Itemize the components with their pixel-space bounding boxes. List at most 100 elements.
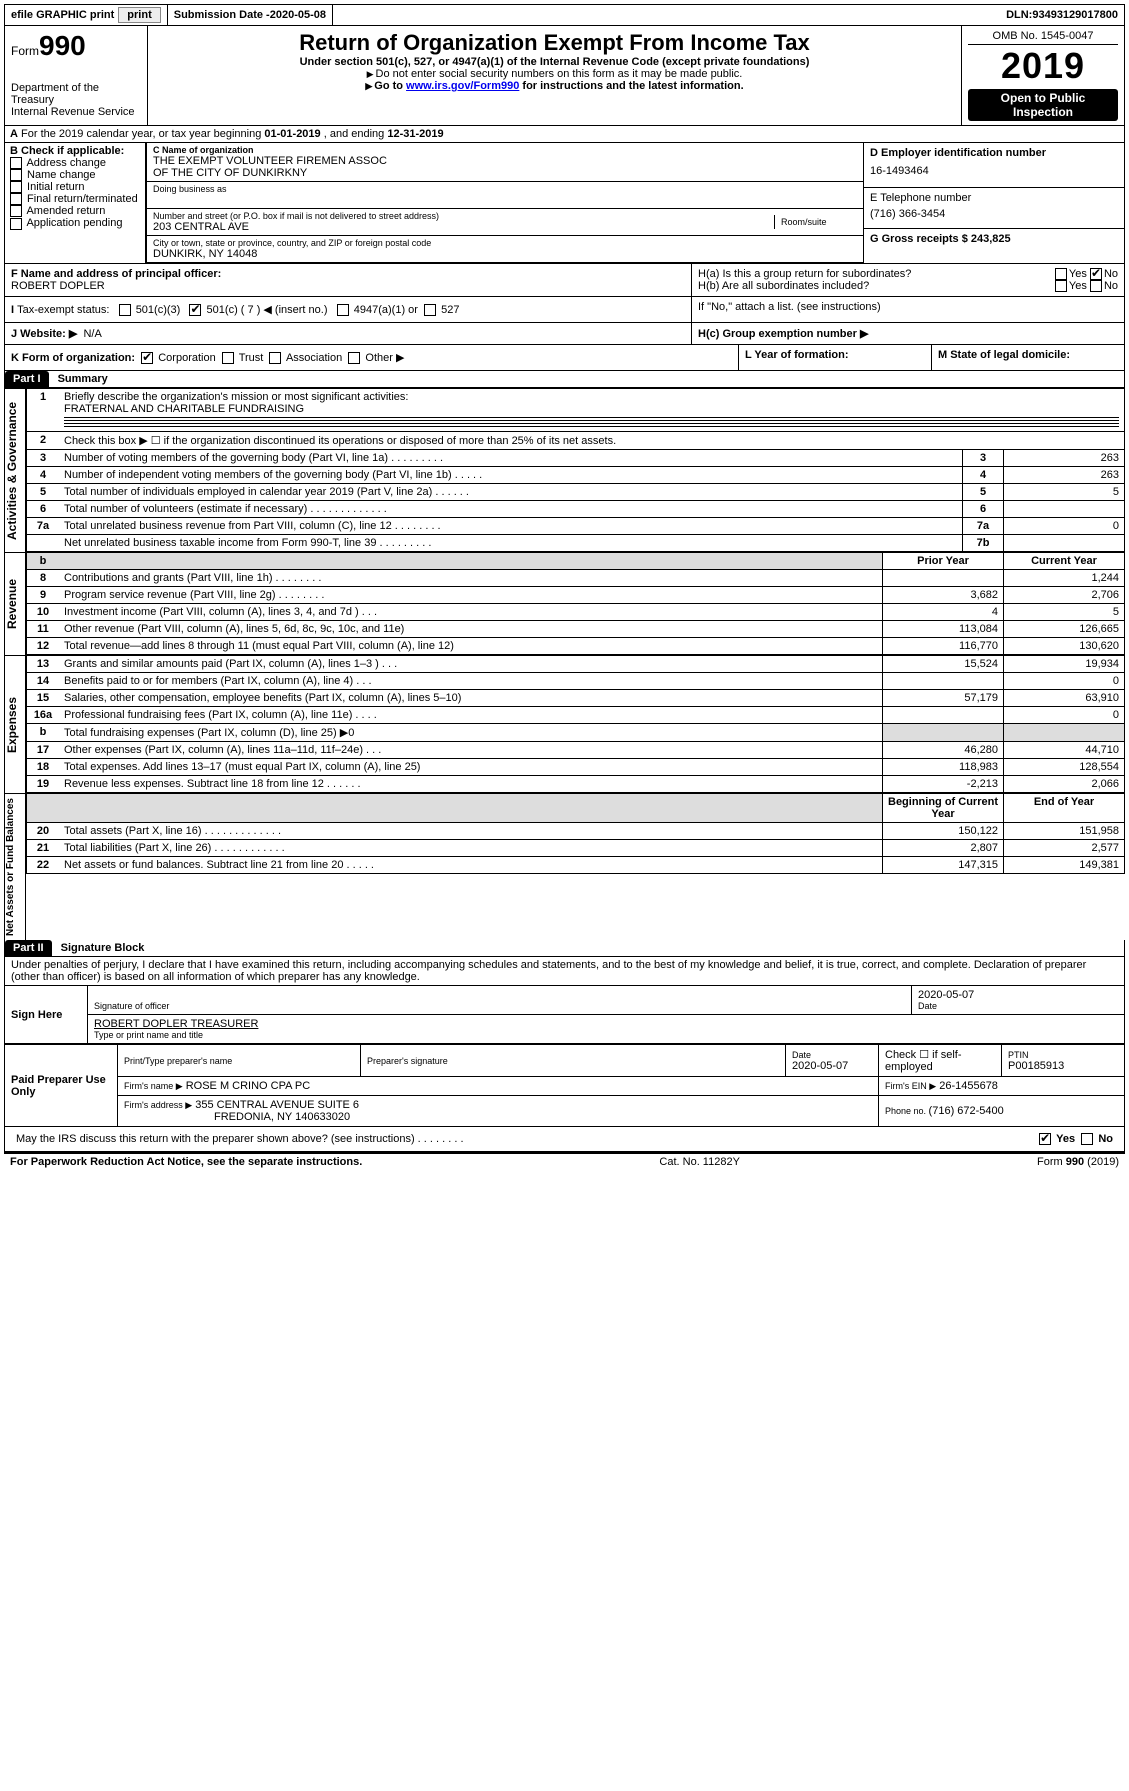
table-row: 8Contributions and grants (Part VIII, li…: [27, 570, 1125, 587]
part2-bar: Part II Signature Block: [4, 940, 1125, 957]
table-row: 4Number of independent voting members of…: [27, 467, 1125, 484]
table-row: 19Revenue less expenses. Subtract line 1…: [27, 776, 1125, 793]
k-assoc-checkbox[interactable]: [269, 352, 281, 364]
ptin-label: PTIN: [1008, 1050, 1118, 1060]
b-checkbox-item: Address change: [10, 157, 140, 169]
table-row: 11Other revenue (Part VIII, column (A), …: [27, 621, 1125, 638]
a-text: For the 2019 calendar year, or tax year …: [21, 128, 264, 140]
k-corp-checkbox[interactable]: [141, 352, 153, 364]
table-row: 18Total expenses. Add lines 13–17 (must …: [27, 759, 1125, 776]
table-row: 5Total number of individuals employed in…: [27, 484, 1125, 501]
hb-note: If "No," attach a list. (see instruction…: [698, 301, 1118, 313]
typed-label: Type or print name and title: [94, 1030, 1118, 1040]
tax-year: 2019: [968, 45, 1118, 87]
perjury-text: Under penalties of perjury, I declare th…: [4, 957, 1125, 986]
irs-label: Internal Revenue Service: [11, 106, 141, 118]
p-date-label: Date: [792, 1050, 872, 1060]
table-row: 6Total number of volunteers (estimate if…: [27, 501, 1125, 518]
i-501c3-checkbox[interactable]: [119, 304, 131, 316]
submission-label: Submission Date -: [174, 9, 270, 21]
i-527-checkbox[interactable]: [424, 304, 436, 316]
a-mid: , and ending: [321, 128, 388, 140]
i-501c-checkbox[interactable]: [189, 304, 201, 316]
a-date2: 12-31-2019: [387, 128, 443, 140]
a-date1: 01-01-2019: [264, 128, 320, 140]
ein-value: 16-1493464: [870, 159, 1118, 183]
current-year-hdr: Current Year: [1004, 553, 1125, 570]
table-row: 13Grants and similar amounts paid (Part …: [27, 656, 1125, 673]
org-name-2: OF THE CITY OF DUNKIRKNY: [153, 167, 857, 179]
i-label: Tax-exempt status:: [17, 304, 109, 316]
section-fh: F Name and address of principal officer:…: [4, 264, 1125, 297]
section-a: A For the 2019 calendar year, or tax yea…: [4, 126, 1125, 143]
eoy-hdr: End of Year: [1004, 794, 1125, 823]
topbar: efile GRAPHIC print print Submission Dat…: [4, 4, 1125, 26]
page-title: Return of Organization Exempt From Incom…: [154, 30, 955, 56]
m-label: M State of legal domicile:: [938, 349, 1070, 361]
discuss-yes-checkbox[interactable]: [1039, 1133, 1051, 1145]
website-value: N/A: [83, 328, 101, 340]
print-button[interactable]: print: [118, 7, 160, 23]
net-table: Beginning of Current Year End of Year 20…: [26, 793, 1125, 874]
phone-value: (716) 366-3454: [870, 204, 1118, 224]
sig-officer-label: Signature of officer: [94, 1001, 905, 1011]
k-other-checkbox[interactable]: [348, 352, 360, 364]
open-inspection: Open to Public Inspection: [968, 89, 1118, 121]
table-row: 12Total revenue—add lines 8 through 11 (…: [27, 638, 1125, 655]
firm-addr-2: FREDONIA, NY 140633020: [214, 1111, 350, 1123]
p-date: 2020-05-07: [792, 1060, 872, 1072]
hb-yes-checkbox[interactable]: [1055, 280, 1067, 292]
dept-treasury: Department of the Treasury: [11, 82, 141, 106]
bocy-hdr: Beginning of Current Year: [883, 794, 1004, 823]
revenue-table: b Prior Year Current Year 8Contributions…: [26, 552, 1125, 655]
hb-no-checkbox[interactable]: [1090, 280, 1102, 292]
typed-name: ROBERT DOPLER TREASURER: [94, 1018, 258, 1030]
j-label: J Website: ▶: [11, 328, 77, 340]
firm-addr-1: 355 CENTRAL AVENUE SUITE 6: [195, 1099, 359, 1111]
gross-receipts: 243,825: [971, 233, 1011, 245]
part1-bar: Part I Summary: [4, 371, 1125, 388]
i-4947-checkbox[interactable]: [337, 304, 349, 316]
k-trust-checkbox[interactable]: [222, 352, 234, 364]
part1-hdr: Part I: [5, 371, 49, 387]
goto-suffix: for instructions and the latest informat…: [519, 80, 743, 92]
q1-label: Briefly describe the organization's miss…: [64, 391, 408, 403]
sign-here-label: Sign Here: [5, 986, 88, 1044]
signature-table: Sign Here Signature of officer 2020-05-0…: [4, 986, 1125, 1044]
c-name-label: C Name of organization: [153, 145, 857, 155]
table-row: 7aTotal unrelated business revenue from …: [27, 518, 1125, 535]
self-emp-label: Check ☐ if self-employed: [879, 1045, 1002, 1077]
q1-value: FRATERNAL AND CHARITABLE FUNDRAISING: [64, 403, 304, 415]
subtitle-1: Under section 501(c), 527, or 4947(a)(1)…: [154, 56, 955, 68]
ha-yes-checkbox[interactable]: [1055, 268, 1067, 280]
b-checkbox-item: Initial return: [10, 181, 140, 193]
date-label: Date: [918, 1001, 1118, 1011]
hc-label: H(c) Group exemption number ▶: [698, 328, 868, 340]
phone-label: Phone no.: [885, 1106, 929, 1116]
firm-addr-label: Firm's address ▶: [124, 1100, 192, 1110]
discuss-row: May the IRS discuss this return with the…: [4, 1127, 1125, 1152]
b-checkbox-item: Application pending: [10, 217, 140, 229]
table-row: 21Total liabilities (Part X, line 26) . …: [27, 840, 1125, 857]
k-label: K Form of organization:: [11, 352, 135, 364]
ha-no-checkbox[interactable]: [1090, 268, 1102, 280]
form-990: 990: [39, 30, 86, 61]
sig-date: 2020-05-07: [918, 989, 1118, 1001]
b-checkbox-item: Final return/terminated: [10, 193, 140, 205]
paid-preparer-label: Paid Preparer Use Only: [5, 1045, 118, 1127]
officer-name: ROBERT DOPLER: [11, 280, 685, 292]
firm-name-label: Firm's name ▶: [124, 1081, 183, 1091]
section-klm: K Form of organization: Corporation Trus…: [4, 345, 1125, 371]
goto-prefix: Go to: [374, 80, 406, 92]
form990-link[interactable]: www.irs.gov/Form990: [406, 80, 519, 92]
form-word: Form: [11, 44, 39, 58]
table-row: 10Investment income (Part VIII, column (…: [27, 604, 1125, 621]
vlabel-governance: Activities & Governance: [4, 388, 26, 552]
g-label: G Gross receipts $: [870, 233, 971, 245]
efile-label: efile GRAPHIC print: [11, 9, 114, 21]
discuss-no-checkbox[interactable]: [1081, 1133, 1093, 1145]
ha-label: H(a) Is this a group return for subordin…: [698, 268, 911, 280]
prior-year-hdr: Prior Year: [883, 553, 1004, 570]
table-row: 9Program service revenue (Part VIII, lin…: [27, 587, 1125, 604]
table-row: 14Benefits paid to or for members (Part …: [27, 673, 1125, 690]
